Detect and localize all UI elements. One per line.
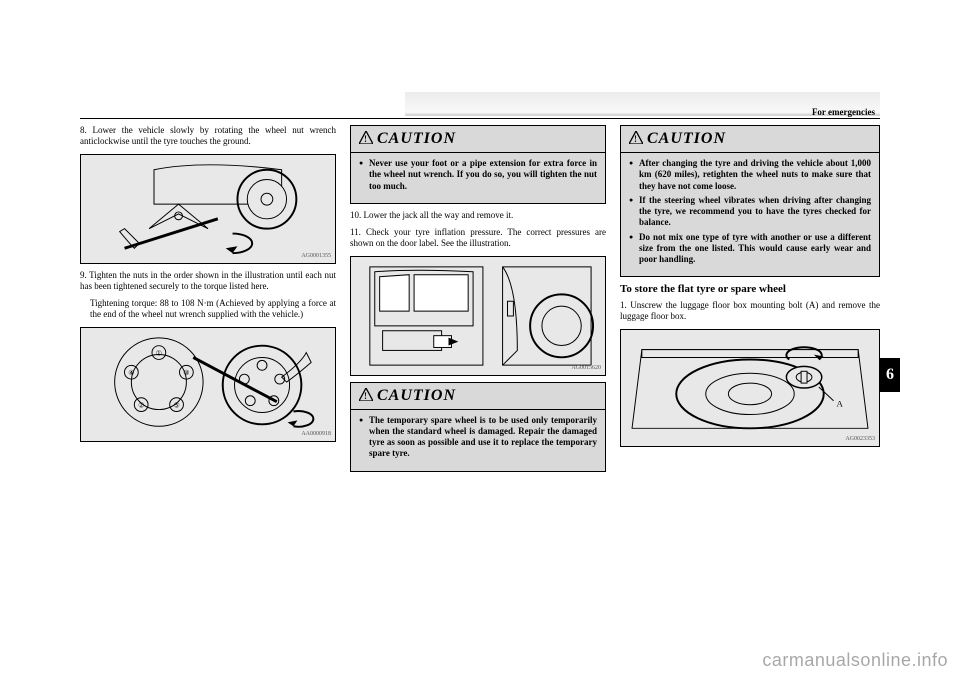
header-section-label: For emergencies: [812, 107, 875, 117]
illus2-id: AA0000918: [301, 431, 331, 439]
warning-icon: !: [359, 131, 373, 144]
caution-1-item: Never use your foot or a pipe extension …: [359, 158, 597, 192]
svg-text:!: !: [634, 134, 638, 144]
content-columns: 8. Lower the vehicle slowly by rotating …: [80, 125, 880, 478]
spare-stow-svg: A: [621, 330, 879, 446]
torque-spec: Tightening torque: 88 to 108 N·m (Achiev…: [80, 298, 336, 321]
caution-2-item: The temporary spare wheel is to be used …: [359, 415, 597, 460]
caution-3-body: After changing the tyre and driving the …: [621, 153, 879, 276]
caution-1-body: Never use your foot or a pipe extension …: [351, 153, 605, 203]
svg-text:!: !: [364, 134, 368, 144]
jack-lower-svg: [81, 155, 335, 263]
step-8-text: 8. Lower the vehicle slowly by rotating …: [80, 125, 336, 148]
caution-3-item-c: Do not mix one type of tyre with another…: [629, 232, 871, 266]
svg-text:①: ①: [156, 349, 162, 357]
column-1: 8. Lower the vehicle slowly by rotating …: [80, 125, 336, 478]
svg-text:A: A: [837, 398, 844, 408]
svg-text:③: ③: [183, 369, 189, 377]
column-3: !CAUTION After changing the tyre and dri…: [620, 125, 880, 478]
caution-2-body: The temporary spare wheel is to be used …: [351, 410, 605, 471]
caution-box-1: !CAUTION Never use your foot or a pipe e…: [350, 125, 606, 204]
page-tab: 6: [880, 358, 900, 392]
caution-3-item-a: After changing the tyre and driving the …: [629, 158, 871, 192]
caution-3-item-b: If the steering wheel vibrates when driv…: [629, 195, 871, 229]
illustration-jack-lower: AG0001355: [80, 154, 336, 264]
illustration-door-label: AG0015620: [350, 256, 606, 376]
illustration-nut-order: ① ③ ⑤ ② ④ AA0000918: [80, 327, 336, 442]
illustration-spare-stow: A AG0023353: [620, 329, 880, 447]
svg-text:!: !: [364, 391, 368, 401]
warning-icon: !: [629, 131, 643, 144]
caution-1-title: !CAUTION: [351, 126, 605, 153]
step-9-text: 9. Tighten the nuts in the order shown i…: [80, 270, 336, 293]
store-title: To store the flat tyre or spare wheel: [620, 283, 880, 297]
caution-3-title: !CAUTION: [621, 126, 879, 153]
svg-text:⑤: ⑤: [173, 401, 179, 409]
column-2: !CAUTION Never use your foot or a pipe e…: [350, 125, 606, 478]
warning-icon: !: [359, 388, 373, 401]
illus4-id: AG0023353: [845, 436, 875, 444]
step-10-text: 10. Lower the jack all the way and remov…: [350, 210, 606, 221]
svg-text:④: ④: [128, 369, 134, 377]
store-step-1: 1. Unscrew the luggage floor box mountin…: [620, 300, 880, 323]
caution-box-3: !CAUTION After changing the tyre and dri…: [620, 125, 880, 277]
caution-box-2: !CAUTION The temporary spare wheel is to…: [350, 382, 606, 472]
watermark: carmanualsonline.info: [762, 650, 948, 671]
nut-order-svg: ① ③ ⑤ ② ④: [81, 328, 335, 441]
caution-2-title: !CAUTION: [351, 383, 605, 410]
svg-text:②: ②: [138, 401, 144, 409]
header-shade: [80, 118, 880, 119]
illus1-id: AG0001355: [301, 253, 331, 261]
door-label-svg: [351, 257, 605, 375]
step-11-text: 11. Check your tyre inflation pressure. …: [350, 227, 606, 250]
illus3-id: AG0015620: [571, 365, 601, 373]
